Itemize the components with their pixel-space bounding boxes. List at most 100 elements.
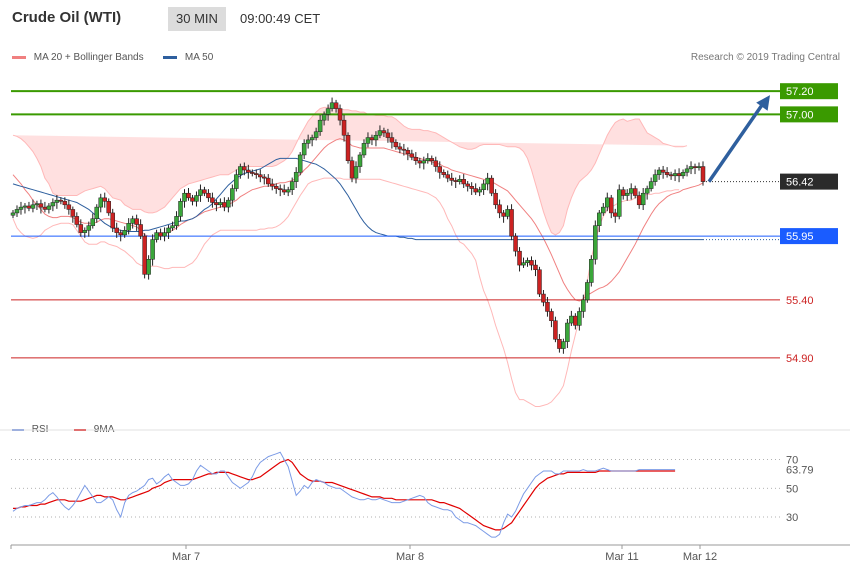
candle-body xyxy=(110,212,115,229)
candle-body xyxy=(337,108,343,121)
candle-body xyxy=(421,160,427,164)
candle-body xyxy=(345,134,351,161)
candle-body xyxy=(624,192,630,196)
time-axis-label: Mar 8 xyxy=(396,551,424,563)
candle-body xyxy=(481,183,486,190)
current-price-label: 56.42 xyxy=(786,177,814,189)
candle-body xyxy=(644,188,650,194)
level-label-0: 57.20 xyxy=(786,86,814,98)
candle-body xyxy=(273,186,279,189)
candle-body xyxy=(652,174,658,182)
candle-body xyxy=(393,141,399,148)
candle-body xyxy=(409,153,415,158)
bollinger-legend-label: MA 20 + Bollinger Bands xyxy=(33,52,144,63)
rsi-line xyxy=(12,451,676,538)
candle-body xyxy=(469,186,474,189)
candle-body xyxy=(385,132,391,138)
rsi-tick-label: 50 xyxy=(786,483,798,495)
candle-body xyxy=(86,225,92,231)
candle-body xyxy=(365,137,371,144)
candle-body xyxy=(14,209,20,214)
candle-body xyxy=(254,173,259,175)
candle-body xyxy=(569,315,574,324)
candle-body xyxy=(668,174,674,177)
candle-body xyxy=(186,192,191,199)
candle-body xyxy=(46,205,52,210)
price-panel: 57.20 57.00 55.95 55.40 54.90 56.42 xyxy=(10,83,838,407)
candle-body xyxy=(664,172,670,175)
candle-body xyxy=(648,181,654,189)
level-label-4: 54.90 xyxy=(786,353,814,365)
candle-body xyxy=(258,174,263,178)
candle-body xyxy=(377,130,383,136)
candle-body xyxy=(577,311,582,326)
candle-body xyxy=(90,218,96,226)
candle-body xyxy=(688,166,694,170)
candle-body xyxy=(94,206,100,219)
timeframe-button[interactable]: 30 MIN xyxy=(168,7,226,31)
candle-body xyxy=(269,183,275,187)
candle-body xyxy=(632,188,638,196)
candle-body xyxy=(636,195,642,206)
candle-body xyxy=(616,189,622,217)
projection-arrowhead xyxy=(756,95,770,111)
time-axis-label: Mar 7 xyxy=(172,551,200,563)
level-tag-0 xyxy=(780,83,838,100)
candle-body xyxy=(660,169,666,173)
candle-body xyxy=(361,143,367,156)
candle-body xyxy=(505,209,510,217)
candle-body xyxy=(214,202,219,206)
candle-body xyxy=(222,202,227,208)
candle-body xyxy=(22,205,28,208)
candle-body xyxy=(134,218,139,225)
candle-body xyxy=(162,232,167,237)
ma50-legend-swatch xyxy=(163,56,178,59)
level-label-1: 57.00 xyxy=(786,109,814,121)
candle-body xyxy=(357,154,363,167)
candle-body xyxy=(497,204,502,214)
level-tag-1 xyxy=(780,106,838,123)
ma50-line xyxy=(12,157,703,241)
candle-body xyxy=(238,166,243,175)
candle-body xyxy=(142,235,147,275)
candle-body xyxy=(34,203,40,206)
time-axis-label: Mar 11 xyxy=(605,551,638,563)
level-label-2: 55.95 xyxy=(786,231,814,243)
candle-body xyxy=(98,197,103,208)
candle-body xyxy=(353,166,359,179)
candle-body xyxy=(62,201,68,206)
candle-body xyxy=(138,224,143,237)
candle-body xyxy=(154,232,159,240)
candle-body xyxy=(581,299,586,312)
candle-body xyxy=(321,114,327,121)
candle-body xyxy=(206,192,211,199)
candle-body xyxy=(684,168,690,173)
bollinger-lower-line xyxy=(12,177,680,407)
candle-body xyxy=(529,260,534,266)
candle-body xyxy=(150,239,155,260)
candle-body xyxy=(78,224,84,233)
candle-body xyxy=(102,197,107,202)
candle-body xyxy=(429,158,435,161)
candle-body xyxy=(266,177,271,185)
candle-body xyxy=(437,166,443,173)
instrument-title: Crude Oil (WTI) xyxy=(12,9,122,26)
candle-body xyxy=(246,169,251,173)
candle-body xyxy=(509,209,514,237)
candle-body xyxy=(461,179,466,185)
candle-body xyxy=(397,146,403,150)
rsi-tick-label: 30 xyxy=(786,512,798,524)
candle-body xyxy=(696,166,702,168)
candle-body xyxy=(533,264,538,270)
candle-body xyxy=(333,102,339,109)
candle-body xyxy=(190,197,195,202)
candle-body xyxy=(700,166,706,182)
research-credit: Research © 2019 Trading Central xyxy=(690,52,840,63)
candle-body xyxy=(557,339,562,349)
candle-body xyxy=(449,177,454,181)
candle-body xyxy=(525,260,530,264)
time-axis-label: Mar 12 xyxy=(683,551,717,563)
candle-body xyxy=(381,130,387,134)
candle-body xyxy=(277,188,283,191)
